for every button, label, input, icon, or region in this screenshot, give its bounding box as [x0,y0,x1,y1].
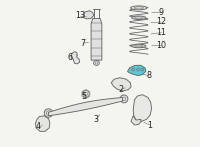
Polygon shape [36,116,50,131]
Circle shape [141,68,144,71]
Text: 3: 3 [93,115,98,124]
Ellipse shape [132,16,146,20]
Polygon shape [133,95,152,121]
Text: 10: 10 [156,41,166,50]
Polygon shape [91,19,102,60]
Text: 12: 12 [156,17,166,26]
Text: 2: 2 [119,85,124,94]
Circle shape [137,68,140,71]
Text: 7: 7 [81,39,86,48]
Text: 8: 8 [146,71,151,80]
Text: 6: 6 [68,53,73,62]
Polygon shape [111,78,131,91]
Polygon shape [131,116,141,125]
Ellipse shape [131,6,147,10]
Circle shape [44,109,53,117]
Circle shape [118,81,124,87]
Ellipse shape [132,44,146,48]
Text: 1: 1 [148,121,153,130]
Text: 5: 5 [81,92,86,101]
Polygon shape [128,65,146,76]
Circle shape [120,95,128,103]
Polygon shape [71,52,80,64]
Polygon shape [48,97,123,116]
Circle shape [132,68,135,71]
Text: 4: 4 [36,122,41,131]
Text: 9: 9 [159,8,164,17]
Circle shape [83,91,89,97]
Text: 13: 13 [75,11,85,20]
Polygon shape [84,11,94,19]
Text: 11: 11 [156,28,166,37]
